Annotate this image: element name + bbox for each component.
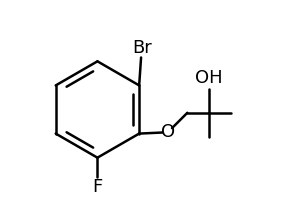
Text: O: O [160, 124, 175, 141]
Text: OH: OH [195, 69, 223, 87]
Text: Br: Br [132, 39, 152, 57]
Text: F: F [92, 178, 103, 196]
